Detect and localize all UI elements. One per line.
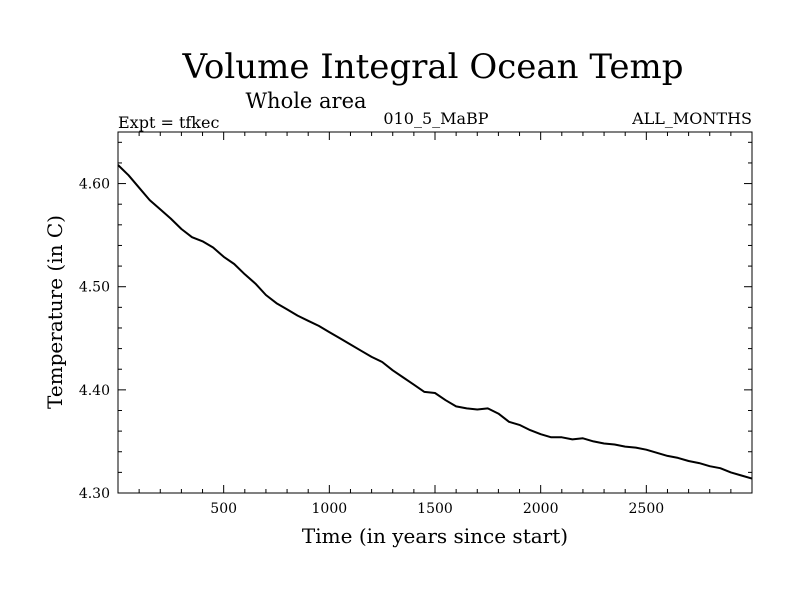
chart-title: Volume Integral Ocean Temp bbox=[181, 47, 683, 87]
y-axis-ticks: 4.30 4.40 4.50 4.60 bbox=[79, 177, 752, 502]
x-tick-label: 1500 bbox=[417, 501, 453, 517]
y-tick-label: 4.50 bbox=[79, 280, 110, 296]
y-axis-label: Temperature (in C) bbox=[43, 215, 67, 409]
months-label: ALL_MONTHS bbox=[631, 109, 752, 128]
x-tick-label: 2000 bbox=[523, 501, 559, 517]
y-tick-label: 4.60 bbox=[79, 177, 110, 193]
plot-frame bbox=[117, 131, 753, 494]
x-tick-label: 1000 bbox=[312, 501, 348, 517]
chart-subtitle: Whole area bbox=[245, 89, 366, 113]
x-tick-label: 2500 bbox=[629, 501, 665, 517]
x-axis-ticks: 500 1000 1500 2000 2500 bbox=[210, 132, 664, 517]
expt-label: Expt = tfkec bbox=[118, 113, 219, 132]
y-tick-label: 4.40 bbox=[79, 383, 110, 399]
y-tick-label: 4.30 bbox=[79, 486, 110, 502]
x-tick-label: 500 bbox=[210, 501, 237, 517]
minor-ticks bbox=[118, 132, 752, 493]
series-line bbox=[117, 164, 753, 480]
series-layer bbox=[117, 164, 753, 480]
x-axis-label: Time (in years since start) bbox=[302, 524, 568, 548]
run-label: 010_5_MaBP bbox=[383, 109, 488, 128]
